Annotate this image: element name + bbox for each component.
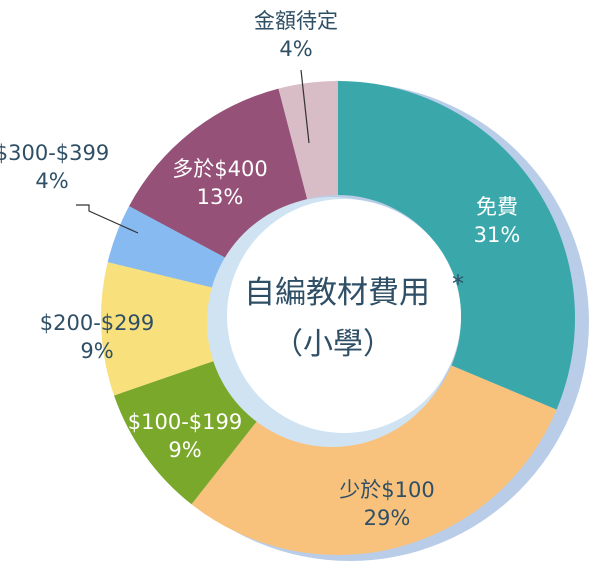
slice-value-3: 9% [80,339,113,363]
slice-4 [107,206,230,290]
slice-label-1: 少於$100 [339,478,434,502]
slice-0 [338,81,575,410]
center-hole [207,197,461,447]
center-title: 自編教材費用 [244,275,430,311]
leader-line-tbd [300,69,310,144]
slice-1 [191,365,557,555]
slice-value-5: 13% [197,185,244,209]
center-subtitle: （小學） [273,327,393,362]
slice-value-6: 4% [279,37,312,61]
slice-value-2: 9% [168,438,201,462]
slice-value-4: 4% [35,169,68,193]
slice-3 [101,262,222,396]
center-title-mark: * [452,270,464,298]
slice-label-6: 金額待定 [254,9,338,33]
slices [101,81,575,555]
slice-label-3: $200-$299 [40,311,154,335]
slice-value-1: 29% [364,506,411,530]
slice-5 [129,88,308,260]
slice-labels: 免費 31% 少於$100 29% $100-$199 9% $200-$299 9% $300… [0,9,520,530]
slice-value-0: 31% [474,223,521,247]
inner-hole [227,199,461,433]
slice-label-2: $100-$199 [128,410,242,434]
slice-label-4: $300-$399 [0,141,109,165]
slice-2 [114,358,262,505]
leader-lines [76,69,310,234]
slice-label-0: 免費 [476,195,518,219]
leader-line-300-399 [76,204,139,234]
slice-label-5: 多於$400 [172,157,267,181]
